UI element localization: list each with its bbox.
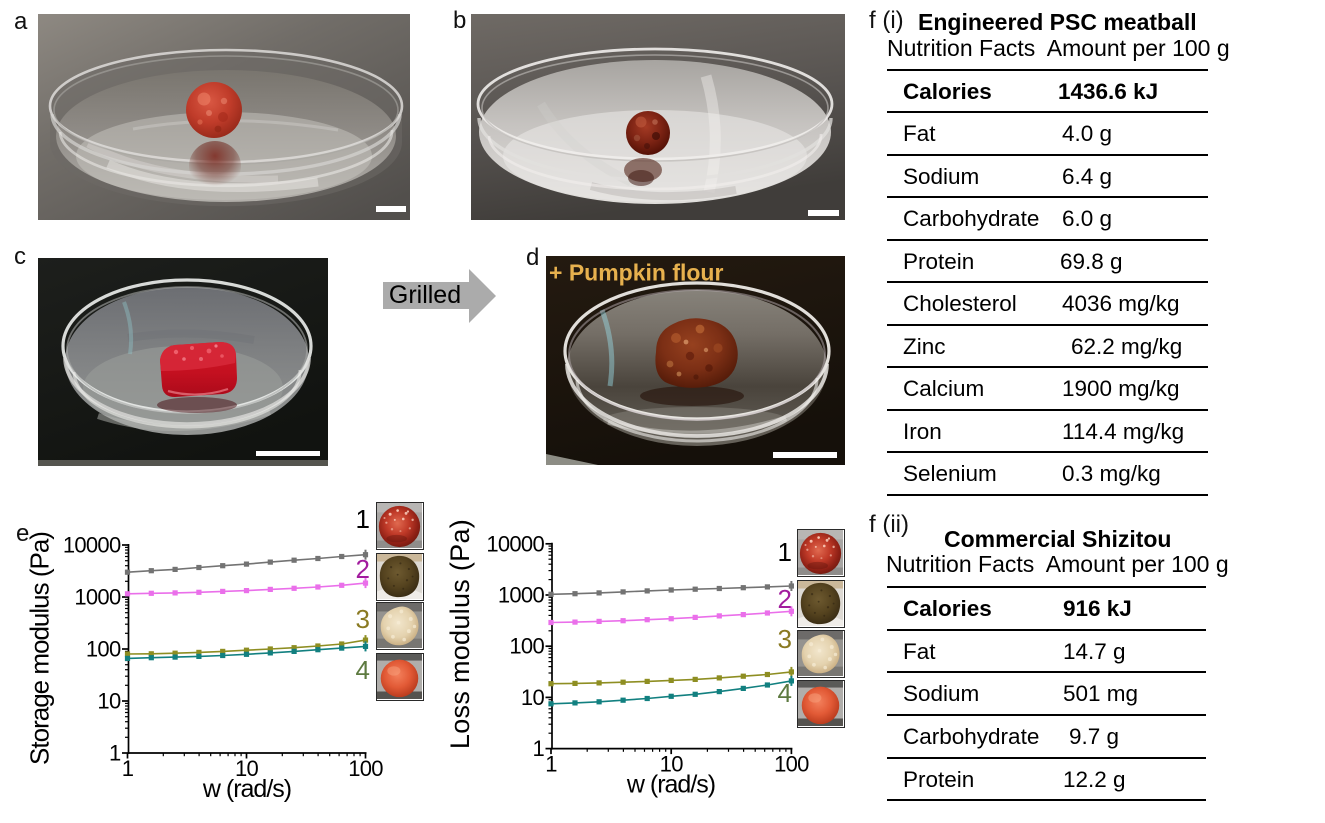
svg-text:1000: 1000 <box>74 585 121 610</box>
svg-text:1: 1 <box>532 736 544 761</box>
svg-text:1000: 1000 <box>498 583 545 608</box>
svg-text:100: 100 <box>774 751 809 776</box>
svg-text:Loss modulus (Pa): Loss modulus (Pa) <box>445 519 475 749</box>
svg-text:w (rad/s): w (rad/s) <box>626 770 715 798</box>
svg-text:10: 10 <box>97 689 121 714</box>
svg-text:w (rad/s): w (rad/s) <box>202 775 291 803</box>
svg-text:1: 1 <box>545 751 557 776</box>
svg-text:1: 1 <box>109 741 121 766</box>
svg-text:100: 100 <box>348 756 383 781</box>
svg-text:1: 1 <box>122 756 134 781</box>
svg-text:Storage modulus (Pa): Storage modulus (Pa) <box>25 532 55 765</box>
svg-text:10: 10 <box>235 756 259 781</box>
svg-text:10000: 10000 <box>486 531 544 556</box>
svg-text:10: 10 <box>521 685 545 710</box>
svg-text:Grilled: Grilled <box>389 281 461 309</box>
svg-text:+ Pumpkin flour: + Pumpkin flour <box>549 260 723 286</box>
svg-text:100: 100 <box>86 637 121 662</box>
svg-text:100: 100 <box>509 634 544 659</box>
svg-text:10000: 10000 <box>63 533 121 558</box>
svg-text:10: 10 <box>660 751 684 776</box>
